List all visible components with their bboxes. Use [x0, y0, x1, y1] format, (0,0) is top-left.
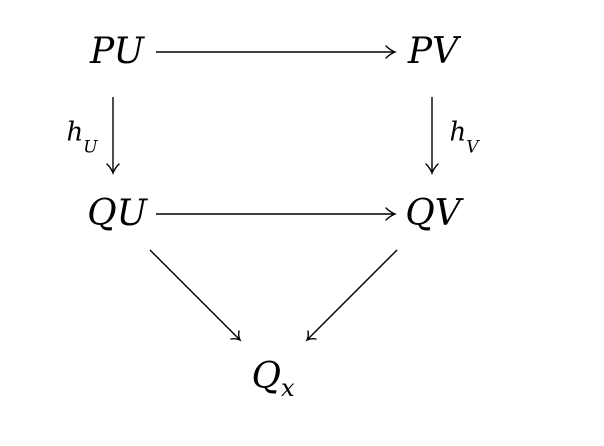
arrow-qu-to-qx: [149, 249, 242, 342]
node-pv-text: PV: [407, 31, 459, 72]
node-qv: QV: [405, 196, 461, 232]
label-h-u-text: h: [66, 117, 84, 148]
node-pv: PV: [408, 34, 458, 70]
label-h-u-subscript: U: [83, 137, 98, 158]
arrow-pv-to-qv: [425, 97, 439, 175]
node-qv-text: QV: [405, 193, 461, 234]
arrow-qu-to-qv: [156, 207, 397, 221]
label-h-v: hV: [449, 117, 478, 156]
node-qu-text: QU: [87, 193, 147, 234]
label-h-v-text: h: [449, 117, 467, 148]
arrow-pu-to-pv: [156, 45, 397, 59]
node-pu: PU: [90, 34, 144, 70]
node-pu-text: PU: [90, 31, 144, 72]
label-h-u: hU: [66, 117, 97, 156]
arrow-qv-to-qx: [305, 249, 398, 342]
node-qx-subscript: x: [280, 374, 295, 402]
node-qu: QU: [87, 196, 147, 232]
label-h-v-subscript: V: [466, 137, 479, 158]
arrow-pu-to-qu: [106, 97, 120, 175]
node-qx: Qx: [251, 356, 294, 401]
node-qx-text: Q: [251, 356, 281, 397]
